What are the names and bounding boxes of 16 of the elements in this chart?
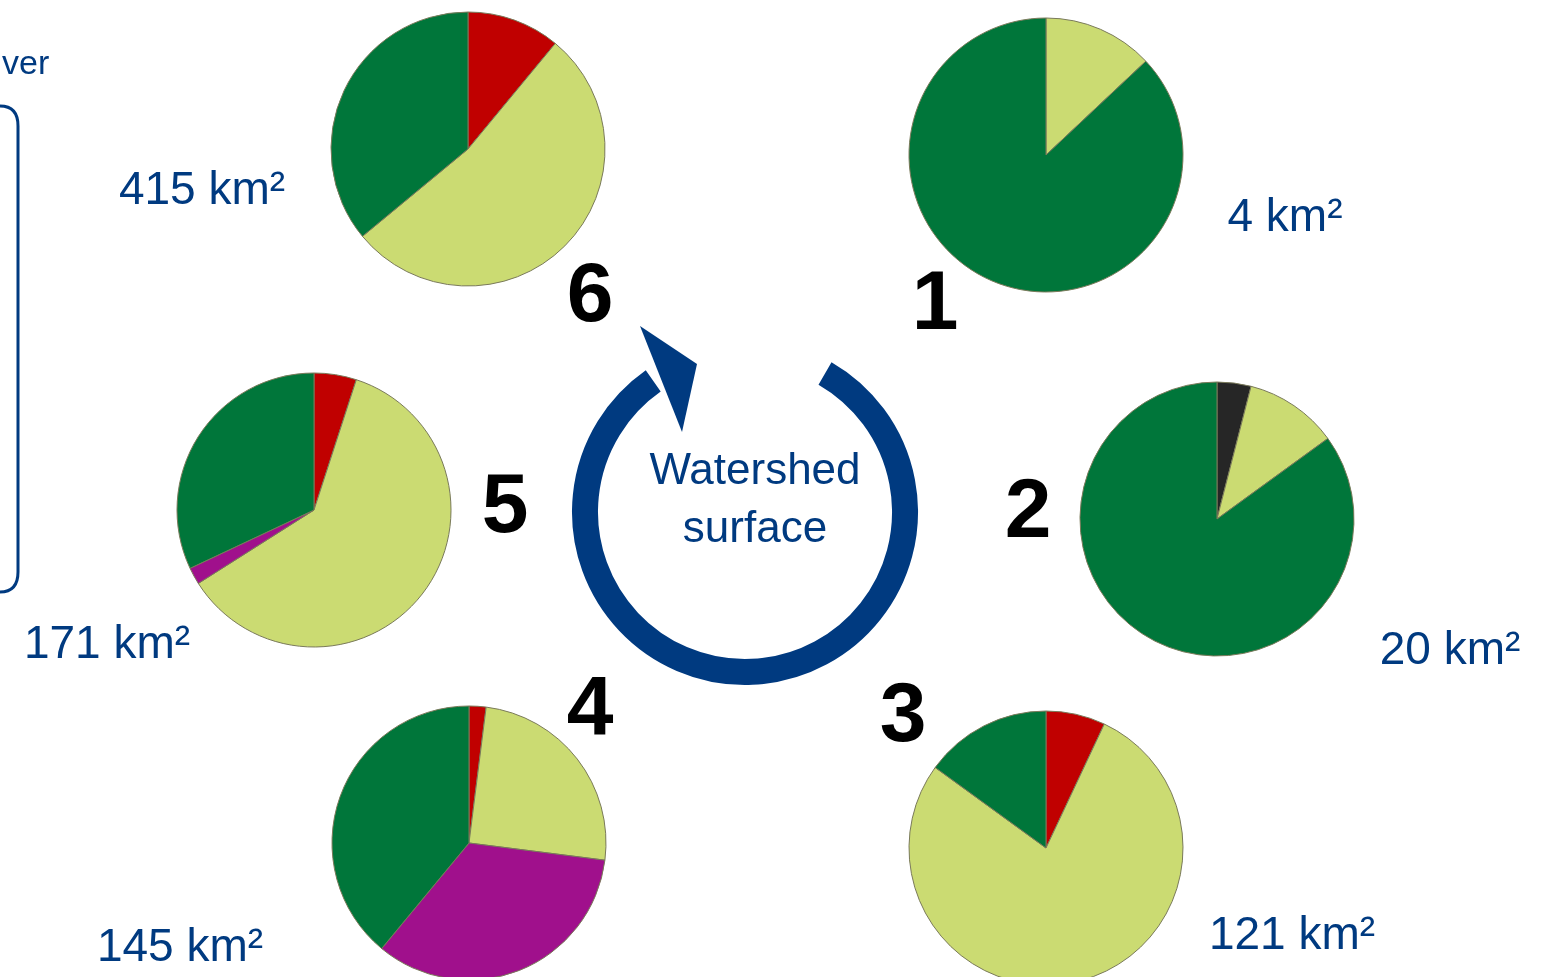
pie-slice	[1216, 385, 1329, 520]
text: 4 km²	[1226, 188, 1344, 243]
text: 20 km²	[1378, 621, 1522, 676]
text: 5	[480, 455, 530, 552]
chart-title: 3	[878, 664, 928, 761]
text: ver	[2, 42, 50, 82]
chart-title: 4	[565, 658, 615, 755]
pie-slice	[1079, 381, 1355, 657]
text: 2	[1003, 460, 1053, 557]
text: Watershed surface	[648, 443, 862, 553]
text: 6	[565, 244, 615, 341]
text: 145 km²	[95, 918, 265, 973]
text: 1	[910, 252, 960, 349]
text: 415 km²	[117, 161, 287, 216]
text: 171 km²	[22, 615, 192, 670]
text: 121 km²	[1207, 906, 1377, 961]
